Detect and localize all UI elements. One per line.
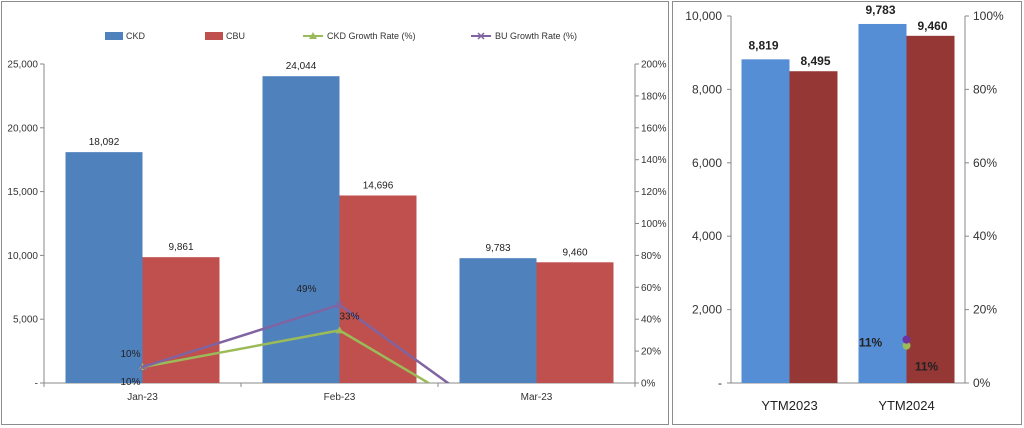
y-tick-label: - bbox=[35, 379, 38, 390]
x-tick-label: YTM2023 bbox=[761, 398, 817, 413]
ytm-chart-panel: - 2,000 4,000 6,000 8,000 10,000 0% 20% 40% 60% 80… bbox=[672, 1, 1022, 425]
y-tick-label: 10,000 bbox=[685, 9, 722, 23]
y2-tick-label: 60% bbox=[641, 283, 661, 294]
y-tick-label: - bbox=[718, 376, 722, 390]
data-label-series2: 8,495 bbox=[800, 54, 830, 68]
y2-tick-label: 140% bbox=[641, 155, 667, 166]
y2-tick-label: 20% bbox=[973, 303, 997, 317]
data-label-ckd: 24,044 bbox=[286, 61, 317, 72]
legend-label-ckd: CKD bbox=[126, 31, 146, 41]
growth-label-ckd-growth-rate: 10% bbox=[120, 377, 140, 388]
y2-tick-label: 200% bbox=[641, 60, 667, 71]
y2-tick-label: 80% bbox=[641, 251, 661, 262]
y-tick-label: 2,000 bbox=[692, 303, 722, 317]
monthly-chart: - 5,000 10,000 15,000 20,000 25,000 0% 20% 40% 60… bbox=[7, 31, 667, 403]
marker-bu-growth-rate bbox=[335, 301, 344, 309]
data-label-cbu: 9,460 bbox=[562, 247, 587, 258]
y2-tick-label: 180% bbox=[641, 91, 667, 102]
y-tick-label: 5,000 bbox=[13, 315, 38, 326]
y-tick-label: 25,000 bbox=[7, 60, 38, 71]
marker-ckd-growth-rate bbox=[335, 326, 344, 334]
bar-series2-ytm2023 bbox=[789, 71, 838, 384]
y2-tick-label: 20% bbox=[641, 347, 661, 358]
legend-swatch-cbu bbox=[205, 32, 223, 40]
y2-tick-label: 160% bbox=[641, 123, 667, 134]
ytm-chart: - 2,000 4,000 6,000 8,000 10,000 0% 20% 40% 60% 80… bbox=[685, 3, 1004, 413]
y2-tick-label: 40% bbox=[641, 315, 661, 326]
y-tick-label: 10,000 bbox=[7, 251, 38, 262]
x-tick-label: Jan-23 bbox=[127, 392, 158, 403]
growth-label-bu-growth-rate: 10% bbox=[120, 349, 140, 360]
y-tick-label: 4,000 bbox=[692, 229, 722, 243]
x-tick-label: Mar-23 bbox=[521, 392, 553, 403]
bar-ckd-mar-23 bbox=[459, 258, 537, 383]
legend-marker-ckd-growth-rate bbox=[309, 32, 317, 39]
growth-label-ckd-growth-rate: 33% bbox=[339, 311, 359, 322]
marker-bu-growth-rate bbox=[138, 363, 147, 371]
legend-label-bu-growth-rate: BU Growth Rate (%) bbox=[495, 31, 577, 41]
bar-cbu-mar-23 bbox=[536, 262, 614, 383]
bar-series1-ytm2024 bbox=[858, 23, 907, 384]
legend-label-cbu: CBU bbox=[226, 31, 245, 41]
legend-marker-bu-growth-rate bbox=[477, 32, 485, 40]
y-tick-label: 15,000 bbox=[7, 187, 38, 198]
y-tick-label: 6,000 bbox=[692, 156, 722, 170]
data-label-series2: 9,460 bbox=[917, 19, 947, 33]
y2-tick-label: 0% bbox=[973, 376, 991, 390]
data-label-series1: 8,819 bbox=[748, 38, 778, 52]
data-label-ckd: 9,783 bbox=[485, 243, 510, 254]
x-tick-label: YTM2024 bbox=[878, 398, 934, 413]
legend-swatch-ckd bbox=[105, 32, 123, 40]
legend-label-ckd-growth-rate: CKD Growth Rate (%) bbox=[327, 31, 416, 41]
y2-tick-label: 80% bbox=[973, 82, 997, 96]
y2-tick-label: 40% bbox=[973, 229, 997, 243]
data-label-series1: 9,783 bbox=[865, 3, 895, 17]
bar-series1-ytm2023 bbox=[741, 59, 790, 383]
y2-tick-label: 100% bbox=[641, 219, 667, 230]
x-tick-label: Feb-23 bbox=[324, 392, 356, 403]
y-tick-label: 8,000 bbox=[692, 82, 722, 96]
growth-label-bu-growth-rate: 49% bbox=[296, 284, 316, 295]
growth-label-series2: 11% bbox=[915, 360, 939, 374]
growth-marker-series2 bbox=[902, 335, 911, 344]
y2-tick-label: 60% bbox=[973, 156, 997, 170]
data-label-cbu: 9,861 bbox=[168, 242, 193, 253]
bar-ckd-jan-23 bbox=[65, 152, 143, 383]
data-label-cbu: 14,696 bbox=[363, 180, 394, 191]
growth-marker-series1 bbox=[902, 341, 911, 350]
bar-series2-ytm2024 bbox=[906, 35, 955, 384]
y2-tick-label: 100% bbox=[973, 9, 1004, 23]
growth-label-series1: 11% bbox=[859, 336, 883, 350]
y2-tick-label: 0% bbox=[641, 379, 656, 390]
monthly-chart-panel: - 5,000 10,000 15,000 20,000 25,000 0% 20% 40% 60… bbox=[1, 1, 669, 425]
y2-tick-label: 120% bbox=[641, 187, 667, 198]
y-tick-label: 20,000 bbox=[7, 123, 38, 134]
data-label-ckd: 18,092 bbox=[89, 137, 120, 148]
bar-cbu-feb-23 bbox=[339, 195, 417, 383]
